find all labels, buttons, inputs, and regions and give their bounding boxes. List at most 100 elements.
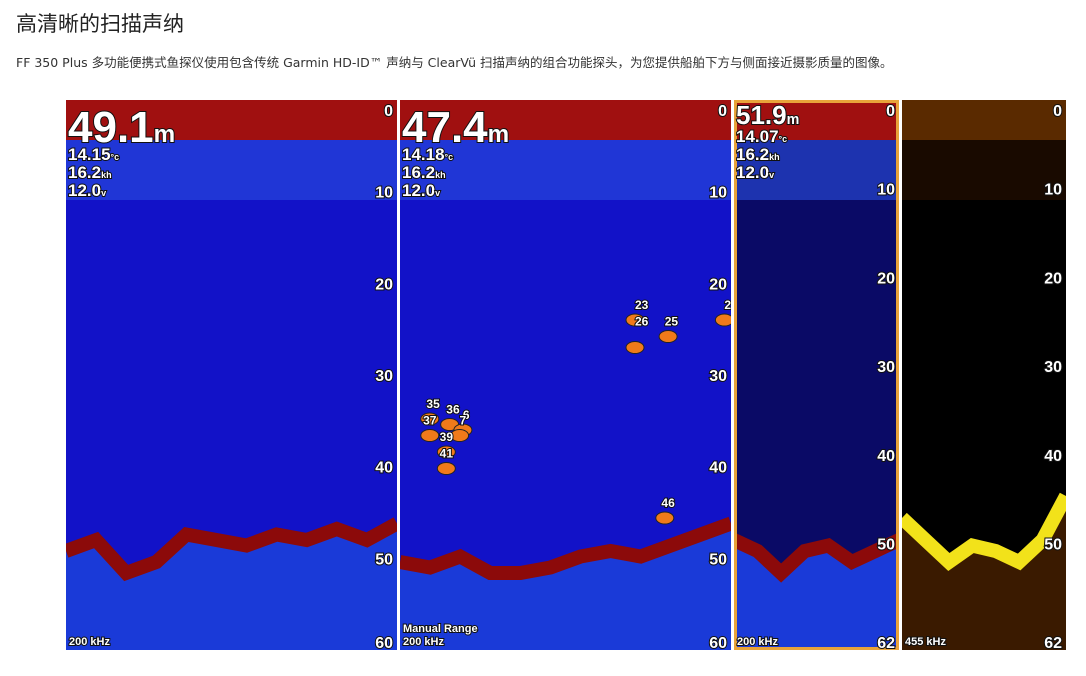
fish-icon: [450, 429, 470, 442]
voltage-value: 12.0: [68, 181, 101, 200]
depth-readout: 51.9m: [736, 100, 799, 130]
depth-unit: m: [787, 112, 800, 128]
depth-scale-label: 30: [709, 368, 727, 385]
fish-depth: 37: [423, 414, 437, 428]
bottom-line: [400, 516, 731, 580]
depth-scale-label: 40: [375, 460, 393, 477]
surface-clutter: [400, 100, 731, 140]
temperature-value: 14.18: [402, 145, 445, 164]
depth-scale-label: 50: [877, 537, 895, 554]
depth-scale-label: 62: [877, 635, 895, 650]
depth-scale-label: 40: [709, 460, 727, 477]
depth-scale-label: 30: [877, 359, 895, 376]
temperature-unit: °c: [779, 134, 788, 144]
depth-scale-label: 0: [718, 103, 727, 120]
depth-scale-label: 40: [1044, 448, 1062, 465]
temperature-value: 14.15: [68, 145, 111, 164]
fish-depth: 35: [426, 397, 440, 411]
speed-value: 16.2: [402, 163, 435, 182]
temperature-readout: 14.15°c: [68, 145, 119, 164]
frequency: 200 kHz: [403, 636, 444, 648]
fish-depth: 41: [440, 447, 454, 461]
depth-scale-label: 10: [1044, 182, 1062, 199]
depth-scale-label: 0: [1053, 103, 1062, 120]
fish-depth: 25: [665, 315, 679, 329]
fish-icon: [625, 313, 645, 327]
fish-icon: [625, 341, 645, 354]
depth-value: 51.9: [736, 100, 787, 130]
depth-scale-label: 0: [886, 103, 895, 120]
depth-unit: m: [154, 121, 176, 148]
depth-scale-label: 10: [877, 182, 895, 199]
sonar-panel: 0 10 20 30 40 50 62 455 kHz: [902, 100, 1066, 650]
fish-depth: 6: [463, 408, 470, 422]
voltage-readout: 12.0v: [736, 163, 774, 182]
depth-scale-label: 50: [1044, 537, 1062, 554]
voltage-readout: 12.0v: [402, 181, 440, 200]
fish-icon: [420, 412, 440, 426]
speed-readout: 16.2kh: [736, 145, 780, 164]
depth-readout: 47.4m: [402, 103, 509, 152]
depth-scale-label: 50: [375, 551, 393, 568]
depth-scale-label: 60: [375, 635, 393, 650]
speed-readout: 16.2kh: [68, 163, 112, 182]
depth-readout: 49.1m: [68, 103, 175, 152]
voltage-unit: v: [769, 170, 774, 180]
voltage-unit: v: [101, 188, 106, 198]
speed-unit: kh: [101, 170, 112, 180]
speed-unit: kh: [769, 152, 780, 162]
fish-depth: 2: [724, 298, 731, 312]
temperature-readout: 14.07°c: [736, 127, 787, 146]
fish-icon: [436, 462, 456, 475]
temperature-readout: 14.18°c: [402, 145, 453, 164]
title: 高清晰的扫描声纳: [16, 12, 184, 36]
fish-depth: 36: [446, 403, 460, 417]
temperature-value: 14.07: [736, 127, 779, 146]
bottom-return: [902, 496, 1066, 650]
surface-noise: [902, 140, 1066, 200]
voltage-readout: 12.0v: [68, 181, 106, 200]
bottom-line: [902, 492, 1066, 572]
surface-noise: [66, 140, 397, 200]
depth-scale-label: 30: [375, 368, 393, 385]
frequency: 200 kHz: [737, 636, 778, 648]
surface-clutter: [902, 100, 1066, 140]
surface-clutter: [66, 100, 397, 140]
panel-border: [734, 100, 899, 650]
depth-unit: m: [488, 121, 510, 148]
bottom-return: [66, 523, 397, 650]
voltage-unit: v: [435, 188, 440, 198]
depth-scale-label: 40: [877, 448, 895, 465]
depth-value: 47.4: [402, 103, 488, 152]
depth-scale-label: 10: [375, 185, 393, 202]
speed-value: 16.2: [68, 163, 101, 182]
depth-scale-label: 60: [709, 635, 727, 650]
depth-scale-label: 50: [709, 551, 727, 568]
depth-scale-label: 20: [877, 270, 895, 287]
fish-icon: [658, 330, 678, 343]
bottom-line: [66, 517, 397, 582]
bottom-line: [734, 533, 899, 583]
fish-depth: 46: [661, 496, 675, 510]
temperature-unit: °c: [445, 152, 454, 162]
surface-noise: [734, 140, 899, 200]
voltage-value: 12.0: [736, 163, 769, 182]
speed-unit: kh: [435, 170, 446, 180]
surface-noise: [400, 140, 731, 200]
depth-scale-label: 0: [384, 103, 393, 120]
description: FF 350 Plus 多功能便携式鱼探仪使用包含传统 Garmin HD-ID…: [16, 55, 893, 70]
fish-depth: 39: [440, 430, 454, 444]
frequency: 200 kHz: [69, 636, 110, 648]
depth-scale-label: 62: [1044, 635, 1062, 650]
range-mode: Manual Range: [403, 623, 478, 635]
voltage-value: 12.0: [402, 181, 435, 200]
speed-readout: 16.2kh: [402, 163, 446, 182]
temperature-unit: °c: [111, 152, 120, 162]
fish-icon: [436, 445, 456, 459]
depth-value: 49.1: [68, 103, 154, 152]
fish-icon: [714, 313, 731, 327]
surface-clutter: [734, 100, 899, 140]
